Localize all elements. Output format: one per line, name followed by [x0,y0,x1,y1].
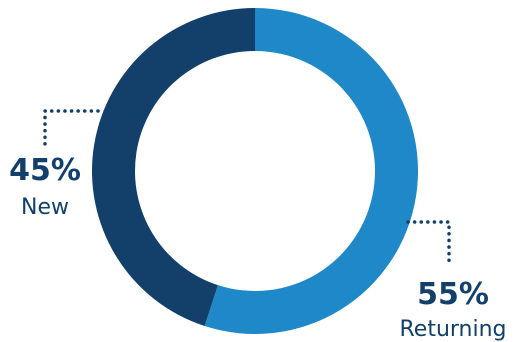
donut-slice-returning [204,8,419,335]
slice-new-name-label: New [21,195,69,220]
leader-line-new [43,109,100,150]
donut-slice-new [92,8,256,327]
leader-line-returning [406,220,451,264]
slice-returning-name-label: Returning [399,317,506,342]
slice-returning-percent-label: 55% [417,277,489,312]
slice-new-percent-label: 45% [9,153,81,188]
leader-lines [43,109,451,264]
donut-slices [92,8,419,335]
